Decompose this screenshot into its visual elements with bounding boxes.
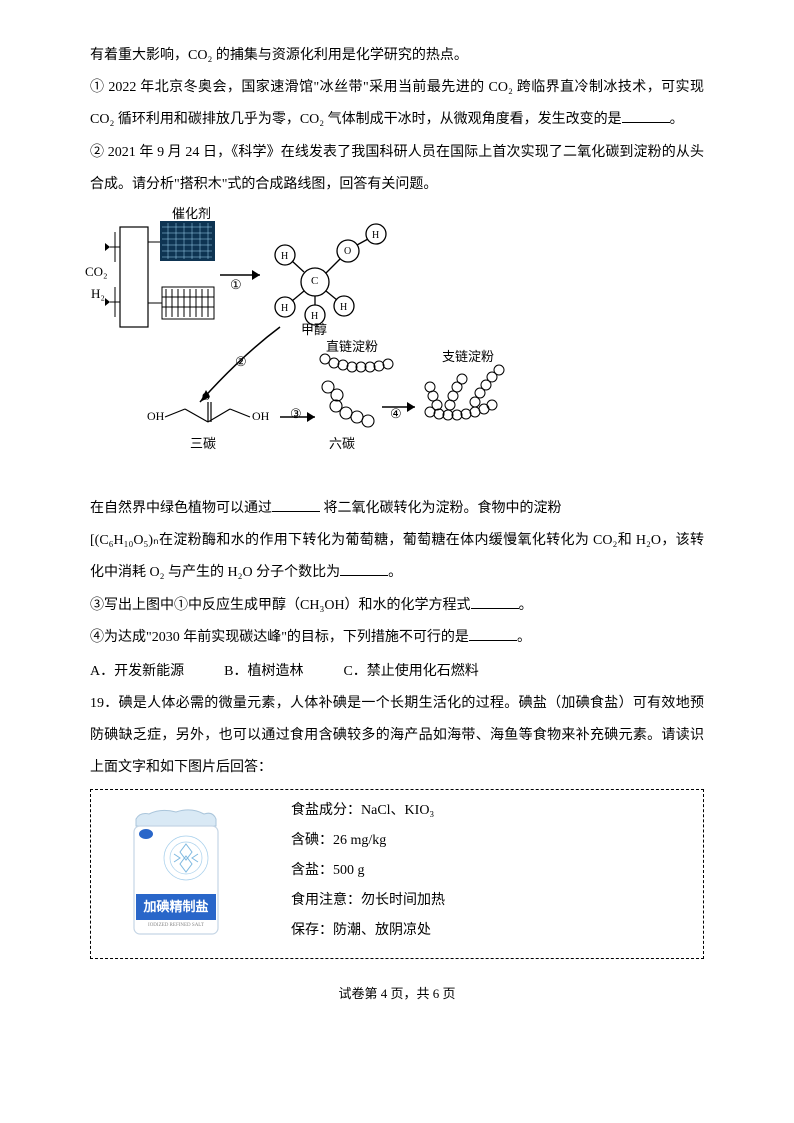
p2-text-a: ① 2022 年北京冬奥会，国家速滑馆"冰丝带"采用当前最先进的 CO₂ 跨临界… [90, 80, 704, 127]
salt-line-3: 含盐：500 g [291, 856, 693, 886]
salt-l4-val: 勿长时间加热 [361, 893, 445, 908]
dg-c6: 六碳 [329, 429, 355, 459]
dg-oh1: OH [147, 403, 164, 431]
dg-ah3: H [311, 305, 318, 328]
dg-ac: C [311, 269, 318, 294]
synthesis-diagram: 催化剂 CO₂ H₂ ① ② ③ ④ 甲醇 三碳 六碳 直链淀粉 支链淀粉 OH… [90, 207, 520, 487]
salt-l5-val: 防潮、放阴凉处 [333, 923, 431, 938]
salt-l3-label: 含盐： [291, 863, 333, 878]
p4-b: 将二氧化碳转化为淀粉。食物中的淀粉 [320, 501, 562, 516]
salt-line-1: 食盐成分：NaCl、KIO₃ [291, 796, 693, 826]
content-area: 有着重大影响，CO₂ 的捕集与资源化利用是化学研究的热点。 ① 2022 年北京… [90, 40, 704, 959]
dg-ah4: H [340, 296, 347, 319]
dg-straight: 直链淀粉 [326, 332, 378, 362]
page-footer: 试卷第 4 页，共 6 页 [90, 979, 704, 1009]
option-b: B．植树造林 [224, 656, 303, 688]
salt-info-text: 食盐成分：NaCl、KIO₃ 含碘：26 mg/kg 含盐：500 g 食用注意… [291, 794, 693, 946]
salt-l5-label: 保存： [291, 923, 333, 938]
svg-text:IODIZED REFINED SALT: IODIZED REFINED SALT [148, 923, 204, 928]
dg-s1: ① [230, 270, 242, 300]
paragraph-5: [(C₆H₁₀O₅)ₙ在淀粉酶和水的作用下转化为葡萄糖，葡萄糖在体内缓慢氧化转化… [90, 525, 704, 589]
paragraph-3: ② 2021 年 9 月 24 日，《科学》在线发表了我国科研人员在国际上首次实… [90, 137, 704, 201]
dg-branch: 支链淀粉 [442, 342, 494, 372]
salt-l1-val: NaCl、KIO₃ [361, 803, 434, 818]
salt-line-4: 食用注意：勿长时间加热 [291, 886, 693, 916]
blank-1 [622, 107, 670, 123]
p7-b: 。 [517, 630, 531, 645]
p5-b: 。 [388, 565, 402, 580]
blank-3 [340, 560, 388, 576]
dg-ah1: H [281, 245, 288, 268]
dg-catalyst: 催化剂 [172, 199, 211, 229]
dg-o3: O [202, 385, 210, 410]
dg-s4: ④ [390, 399, 402, 429]
p6-a: ③写出上图中①中反应生成甲醇（CH₃OH）和水的化学方程式 [90, 598, 471, 613]
salt-line-2: 含碘：26 mg/kg [291, 826, 693, 856]
p7-a: ④为达成"2030 年前实现碳达峰"的目标，下列措施不可行的是 [90, 630, 469, 645]
dg-h2: H₂ [91, 279, 105, 309]
paragraph-8: 19．碘是人体必需的微量元素，人体补碘是一个长期生活化的过程。碘盐（加碘食盐）可… [90, 688, 704, 785]
salt-l2-val: 26 mg/kg [333, 833, 386, 848]
dg-s2: ② [235, 347, 247, 377]
p2-text-b: 。 [670, 112, 684, 127]
dg-ah2: H [281, 297, 288, 320]
paragraph-1: 有着重大影响，CO₂ 的捕集与资源化利用是化学研究的热点。 [90, 40, 704, 72]
paragraph-7: ④为达成"2030 年前实现碳达峰"的目标，下列措施不可行的是 。 [90, 622, 704, 654]
dg-s3: ③ [290, 399, 302, 429]
option-c: C．禁止使用化石燃料 [343, 656, 478, 688]
paragraph-2: ① 2022 年北京冬奥会，国家速滑馆"冰丝带"采用当前最先进的 CO₂ 跨临界… [90, 72, 704, 136]
svg-text:加碘精制盐: 加碘精制盐 [142, 899, 208, 914]
salt-line-5: 保存：防潮、放阴凉处 [291, 916, 693, 946]
salt-info-box: 加碘精制盐 IODIZED REFINED SALT 食盐成分：NaCl、KIO… [90, 789, 704, 959]
blank-5 [469, 625, 517, 641]
salt-l3-val: 500 g [333, 863, 365, 878]
salt-l1-label: 食盐成分： [291, 803, 361, 818]
paragraph-6: ③写出上图中①中反应生成甲醇（CH₃OH）和水的化学方程式 。 [90, 590, 704, 622]
dg-ah5: H [372, 224, 379, 247]
p4-a: 在自然界中绿色植物可以通过 [90, 501, 272, 516]
salt-bag-image: 加碘精制盐 IODIZED REFINED SALT [101, 794, 251, 954]
salt-l2-label: 含碘： [291, 833, 333, 848]
dg-c3: 三碳 [190, 429, 216, 459]
dg-ao: O [344, 240, 351, 263]
blank-2 [272, 496, 320, 512]
dg-oh2: OH [252, 403, 269, 431]
blank-4 [471, 593, 519, 609]
salt-l4-label: 食用注意： [291, 893, 361, 908]
options-row: A．开发新能源 B．植树造林 C．禁止使用化石燃料 [90, 656, 704, 688]
option-a: A．开发新能源 [90, 656, 184, 688]
p6-b: 。 [519, 598, 533, 613]
paragraph-4: 在自然界中绿色植物可以通过 将二氧化碳转化为淀粉。食物中的淀粉 [90, 493, 704, 525]
